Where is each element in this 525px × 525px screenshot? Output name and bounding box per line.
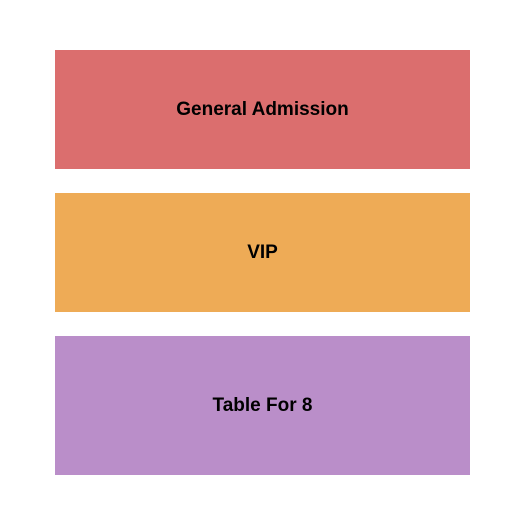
section-table-for-8[interactable]: Table For 8	[55, 336, 470, 475]
section-label: Table For 8	[213, 395, 313, 417]
section-label: General Admission	[176, 99, 348, 121]
section-label: VIP	[247, 242, 278, 264]
section-general-admission[interactable]: General Admission	[55, 50, 470, 169]
section-vip[interactable]: VIP	[55, 193, 470, 312]
